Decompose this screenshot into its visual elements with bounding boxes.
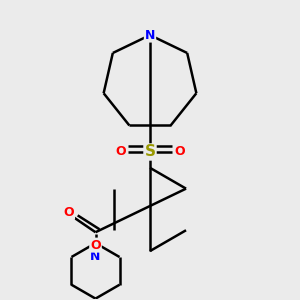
Text: O: O bbox=[90, 238, 101, 252]
Text: N: N bbox=[145, 28, 155, 42]
Text: O: O bbox=[63, 206, 74, 219]
Text: O: O bbox=[115, 146, 126, 158]
Text: S: S bbox=[145, 145, 155, 160]
Text: O: O bbox=[174, 146, 185, 158]
Text: N: N bbox=[90, 250, 101, 263]
